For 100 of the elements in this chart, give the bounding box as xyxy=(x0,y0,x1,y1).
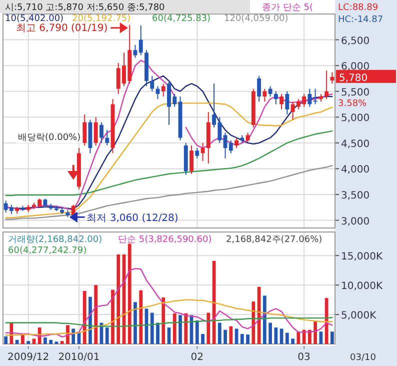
candlestick xyxy=(133,44,138,58)
bar xyxy=(21,334,24,344)
bar xyxy=(49,340,53,344)
bar xyxy=(172,313,176,344)
bar xyxy=(246,334,250,344)
candlestick xyxy=(195,148,200,159)
candlestick xyxy=(94,116,98,146)
bar xyxy=(330,332,334,344)
text: 60(4,277,242.79) xyxy=(8,246,87,256)
x-tick-label: 03 xyxy=(298,352,310,363)
candlestick xyxy=(100,122,104,144)
bar xyxy=(111,290,114,344)
text: LC:88.89 xyxy=(338,3,378,13)
x-tick-label: 2010/01 xyxy=(58,352,100,363)
candlestick xyxy=(313,88,318,105)
bar xyxy=(285,332,289,344)
y-tick-label: 3,500 xyxy=(341,190,370,202)
y-tick-label: 5,500 xyxy=(341,87,370,98)
bar xyxy=(308,330,312,344)
y-tick-label: 6,500 xyxy=(341,36,370,47)
bar xyxy=(134,302,137,344)
line-series xyxy=(5,316,333,327)
bar xyxy=(178,315,182,344)
y-tick-label: 5,000 xyxy=(341,113,370,124)
chart-title: 시:5,710 고:5,870 저:5,650 종:5,780 xyxy=(5,3,166,13)
candlestick xyxy=(138,24,143,56)
candlestick xyxy=(246,132,250,144)
bar xyxy=(116,254,120,344)
x-tick-label: 02 xyxy=(190,352,204,363)
bar xyxy=(319,332,323,344)
bar xyxy=(268,322,272,344)
candlestick xyxy=(324,70,329,100)
bar xyxy=(201,334,204,344)
text: 20(5,192.75) xyxy=(72,14,131,24)
bar xyxy=(94,285,98,344)
y-tick-label: 6,000 xyxy=(341,62,370,73)
y-tick-label: 3,000 xyxy=(341,216,370,228)
candlestick xyxy=(161,83,166,98)
candlestick xyxy=(228,140,233,154)
text: 단순 5(3,826,590.60) xyxy=(118,235,212,245)
bar xyxy=(15,340,19,344)
line-series xyxy=(5,268,333,338)
bar xyxy=(60,341,64,344)
bar xyxy=(184,313,188,344)
text: 종가 단순 5( xyxy=(262,3,313,13)
bar xyxy=(139,290,143,344)
bar xyxy=(314,322,317,344)
bar xyxy=(4,336,8,344)
y-tick-label: 5,000K xyxy=(341,310,377,322)
text: 5,780 xyxy=(339,72,368,84)
y-tick-label: 4,500 xyxy=(341,138,370,150)
candlestick xyxy=(257,75,262,102)
bar xyxy=(234,328,238,344)
bar xyxy=(44,338,47,344)
candlestick xyxy=(268,86,272,98)
bar xyxy=(156,322,160,344)
bar xyxy=(72,328,76,344)
bar xyxy=(280,328,284,344)
annotation: 최저 3,060 (12/28) xyxy=(86,213,178,224)
annotation: 최고 6,790 (01/19) xyxy=(16,22,108,34)
text: 120(4,059.00) xyxy=(224,14,288,24)
bar xyxy=(274,327,278,344)
y-tick-label: 10,000K xyxy=(341,281,383,292)
candlestick xyxy=(280,93,284,110)
y-tick-label: 4,000 xyxy=(341,164,370,176)
y-tick-label: 15,000K xyxy=(341,252,383,263)
candlestick xyxy=(105,130,110,146)
bar xyxy=(26,341,30,344)
bar xyxy=(296,332,300,344)
candlestick xyxy=(190,144,194,174)
bar xyxy=(224,330,227,344)
candlestick xyxy=(262,88,267,102)
annotation: 거래량(2,168,842.00) xyxy=(8,235,102,245)
bar xyxy=(32,338,36,344)
bar xyxy=(128,244,132,344)
candlestick xyxy=(82,114,87,146)
bar xyxy=(206,312,210,344)
annotation: 배당락(0.00%) xyxy=(18,133,81,143)
bar xyxy=(229,326,233,344)
bar xyxy=(105,327,109,344)
bar xyxy=(240,334,244,344)
x-tick-label: 2009/12 xyxy=(8,352,50,363)
bar xyxy=(218,322,222,344)
candlestick xyxy=(71,204,76,217)
text: 10(5,402.00) xyxy=(5,14,64,24)
candlestick xyxy=(234,137,238,149)
candlestick xyxy=(274,90,278,105)
line-series xyxy=(5,130,333,196)
candlestick xyxy=(285,90,290,116)
text: 60(4,725.83) xyxy=(152,14,211,24)
text: 3.58% xyxy=(338,99,368,109)
bar xyxy=(150,312,154,344)
text: 03/10 xyxy=(350,353,376,363)
bar xyxy=(291,338,294,344)
line-series xyxy=(5,299,333,336)
candlestick xyxy=(223,132,228,159)
bar xyxy=(162,297,166,344)
annotation: 2,168,842주(27.06%) xyxy=(226,235,322,245)
candlestick xyxy=(150,75,154,92)
bar xyxy=(262,296,266,344)
